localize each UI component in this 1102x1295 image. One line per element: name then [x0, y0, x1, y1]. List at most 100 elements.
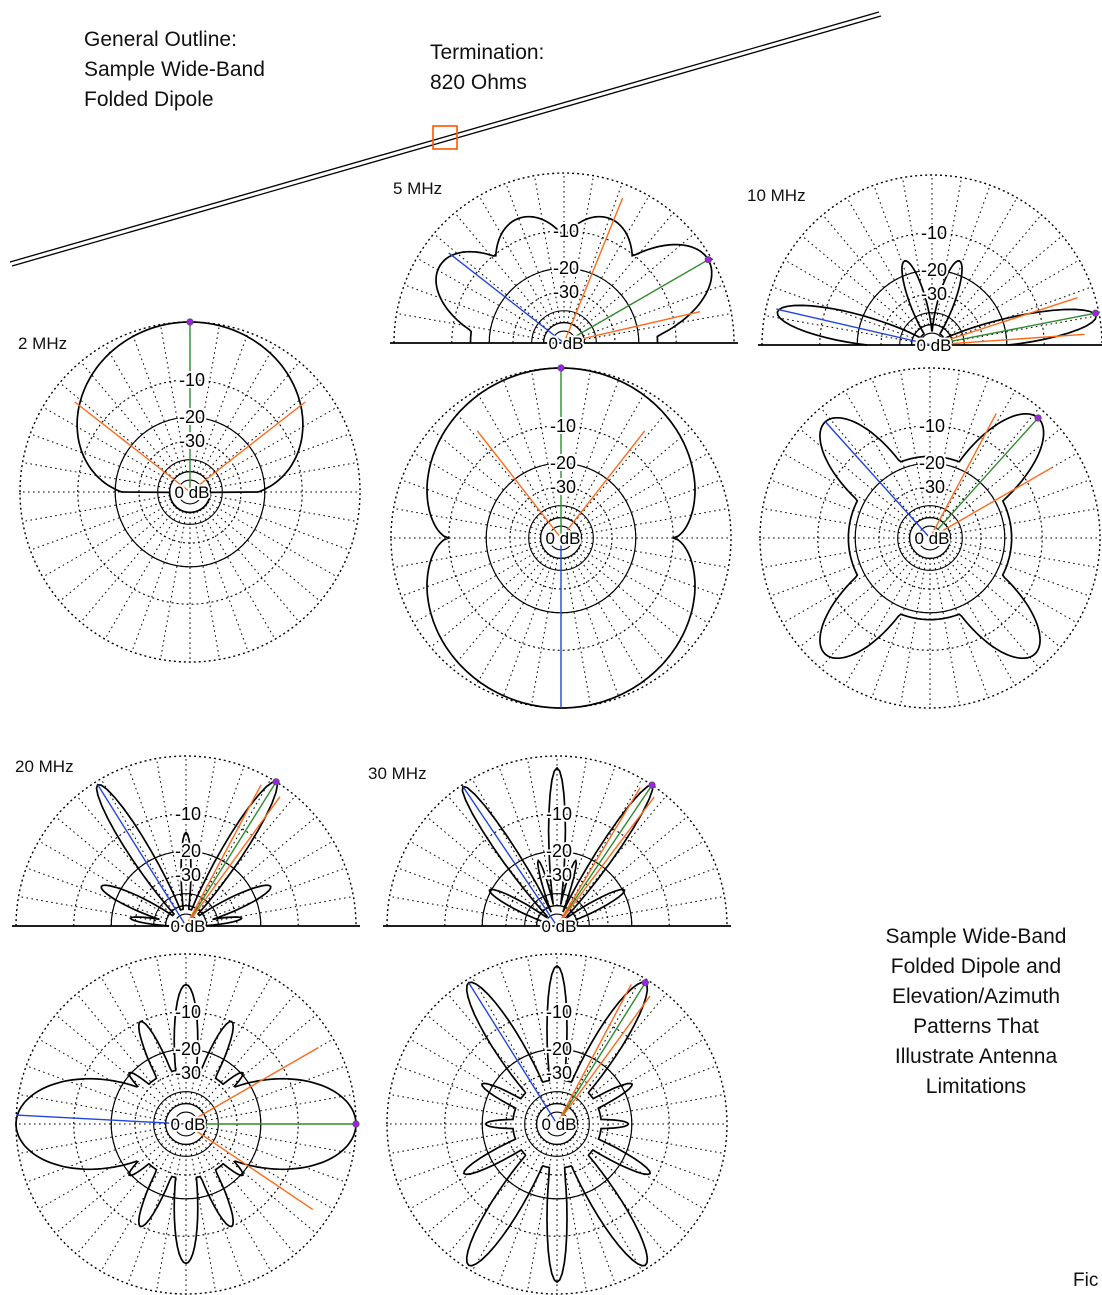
ring-label: -30	[550, 477, 576, 497]
grid-ring	[153, 893, 219, 927]
grid-spoke	[936, 556, 989, 698]
ring-label: -30	[546, 1063, 572, 1083]
cursor-half_power-line	[185, 784, 262, 927]
peak-dot-icon	[648, 781, 656, 789]
grid-spoke	[569, 795, 667, 911]
peak-dot-icon	[704, 256, 712, 264]
grid-spoke	[76, 1139, 174, 1255]
grid-ring	[856, 269, 1008, 346]
grid-spoke	[822, 214, 920, 330]
peak-dot-icon	[1034, 414, 1042, 422]
grid-spoke	[22, 495, 170, 523]
grid-spoke	[762, 541, 910, 569]
cursor-main-line	[556, 982, 646, 1125]
grid-spoke	[581, 541, 729, 569]
ring-label: -20	[546, 841, 572, 861]
grid-spoke	[207, 406, 338, 483]
grid-spoke	[430, 428, 546, 526]
grid-spoke	[207, 501, 338, 578]
grid-spoke	[210, 495, 358, 523]
grid-spoke	[208, 498, 350, 551]
grid-spoke	[567, 556, 620, 698]
grid-ring	[393, 172, 735, 344]
grid-spoke	[201, 1136, 317, 1234]
grid-spoke	[198, 1139, 296, 1255]
grid-spoke	[38, 1038, 169, 1115]
peak-dot-icon	[272, 778, 280, 786]
grid-spoke	[941, 197, 1018, 328]
grid-spoke	[451, 407, 549, 523]
cursor-rear-line	[16, 1114, 187, 1125]
ring-label: -10	[921, 223, 947, 243]
grid-ring	[551, 330, 577, 344]
grid-spoke	[820, 553, 918, 669]
cursor-half_power-line	[929, 413, 997, 539]
cursor-rear-line	[448, 252, 565, 344]
cursor-main-line	[556, 784, 653, 927]
grid-spoke	[498, 964, 551, 1106]
grid-spoke	[579, 544, 721, 597]
cursor-half_power-line	[476, 430, 562, 539]
grid-ring	[524, 893, 590, 927]
grid-spoke	[871, 378, 924, 520]
elev-20mhz-chart: 0 dB -10 -20 -30	[12, 755, 360, 938]
ring-label: -10	[553, 221, 579, 241]
grid-spoke	[764, 314, 912, 342]
grid-spoke	[206, 1093, 354, 1121]
grid-spoke	[570, 183, 623, 325]
outline-line-2: Sample Wide-Band	[84, 58, 265, 81]
grid-spoke	[201, 1014, 317, 1112]
grid-spoke	[952, 314, 1100, 342]
grid-ring	[15, 755, 357, 927]
grid-ring	[544, 913, 570, 927]
cursor-half_power-line	[556, 995, 651, 1125]
grid-spoke	[530, 558, 558, 706]
grid-spoke	[204, 1130, 346, 1183]
grid-spoke	[581, 507, 729, 535]
ring-label: -30	[919, 477, 945, 497]
grid-spoke	[202, 507, 300, 623]
grid-ring	[451, 230, 677, 344]
grid-spoke	[397, 1065, 539, 1118]
peak-dot-icon	[557, 364, 565, 372]
grid-ring-solid	[110, 850, 262, 927]
grid-spoke	[59, 504, 175, 602]
grid-spoke	[18, 1127, 166, 1155]
termination-label: Termination: 820 Ohms	[430, 38, 544, 98]
grid-spoke	[871, 556, 924, 698]
grid-ring	[531, 310, 597, 344]
grid-spoke	[55, 1136, 171, 1234]
grid-spoke	[563, 1142, 616, 1284]
freq-label-10mhz: 10 MHz	[747, 186, 806, 205]
ring-label: -10	[550, 416, 576, 436]
grid-ring	[448, 425, 674, 651]
grid-spoke	[947, 235, 1063, 333]
cursor-main-line	[185, 781, 277, 927]
grid-spoke	[404, 284, 546, 337]
ring-label: -30	[179, 431, 205, 451]
grid-spoke	[409, 1133, 540, 1210]
grid-ring	[173, 913, 199, 927]
grid-spoke	[799, 428, 915, 526]
cursor-half_power-line	[563, 310, 700, 344]
grid-spoke	[204, 1065, 346, 1118]
grid-spoke	[573, 407, 671, 523]
cursor-rear-line	[462, 786, 558, 927]
cursor-half_power-line	[189, 401, 306, 493]
grid-spoke	[950, 286, 1092, 339]
grid-spoke	[203, 1133, 334, 1210]
grid-ring	[134, 1072, 238, 1176]
cursor-half_power-line	[556, 984, 632, 1125]
grid-spoke	[198, 795, 296, 911]
grid-spoke	[454, 212, 552, 328]
elev-10mhz-chart: 0 dB -10 -20 -30	[758, 174, 1102, 357]
caption-line-3: Elevation/Azimuth	[891, 985, 1061, 1008]
elev-5mhz-chart: 0 dB -10 -20 -30	[390, 172, 738, 355]
grid-spoke	[950, 541, 1098, 569]
ring-label: -20	[921, 260, 947, 280]
ring-label: -20	[550, 453, 576, 473]
grid-spoke	[208, 433, 350, 486]
grid-spoke	[475, 390, 552, 521]
grid-spoke	[576, 212, 674, 328]
ring-label: 0 dB	[542, 917, 577, 936]
